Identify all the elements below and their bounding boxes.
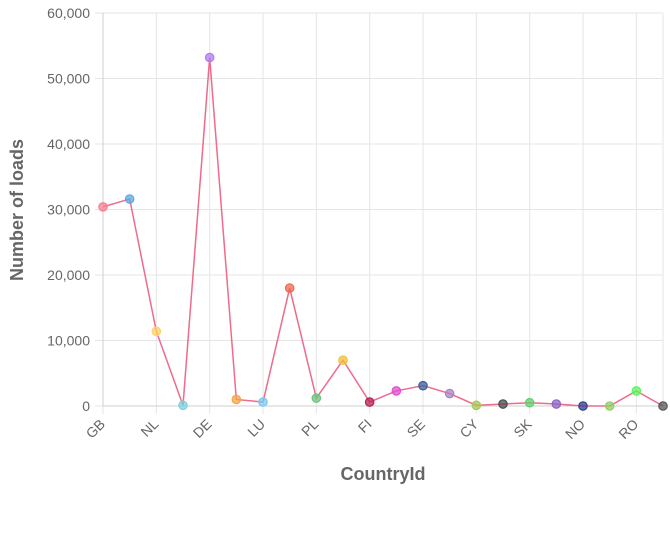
x-tick-label: NL [137,416,161,440]
x-tick-label: CY [456,415,482,441]
data-point[interactable] [311,393,322,403]
data-point[interactable] [258,397,268,407]
y-tick-label: 60,000 [47,5,90,21]
data-point[interactable] [338,355,348,365]
data-point[interactable] [444,388,455,399]
x-axis-ticks: GB NL DE LU PL FI SE CY SK NO RO [82,415,641,442]
series-group [98,52,668,411]
data-point[interactable] [631,386,642,396]
x-tick-label: GB [82,416,108,442]
y-tick-label: 10,000 [47,333,90,349]
data-point[interactable] [178,400,188,411]
x-tick-label: SK [510,415,535,440]
x-axis-title: CountryId [341,464,426,484]
x-tick-label: NO [562,416,588,442]
data-point[interactable] [551,399,562,409]
y-tick-label: 40,000 [47,136,90,152]
data-point[interactable] [124,194,135,204]
data-point[interactable] [471,400,482,411]
y-axis-title: Number of loads [7,139,27,281]
data-point[interactable] [498,399,508,409]
series-line [102,57,664,407]
data-point[interactable] [231,394,242,405]
data-point[interactable] [98,202,108,212]
x-tick-label: DE [190,416,215,441]
x-tick-label: SE [404,416,429,441]
y-axis-ticks: 0 10,000 20,000 30,000 40,000 50,000 60,000 [47,5,90,414]
data-point[interactable] [418,380,428,391]
grid-lines [95,12,664,414]
data-point[interactable] [391,386,402,396]
data-point[interactable] [151,326,162,337]
data-point[interactable] [578,401,588,411]
y-tick-label: 30,000 [47,202,90,218]
y-tick-label: 50,000 [47,71,90,87]
y-tick-label: 0 [82,398,90,414]
data-point[interactable] [284,283,295,293]
data-point[interactable] [658,401,668,411]
y-tick-label: 20,000 [47,267,90,283]
x-tick-label: FI [355,416,375,436]
data-point[interactable] [604,401,615,411]
data-point[interactable] [524,397,535,408]
x-tick-label: RO [615,416,641,442]
data-point[interactable] [204,52,215,63]
x-tick-label: PL [298,416,322,440]
x-tick-label: LU [244,416,268,440]
data-point[interactable] [364,397,375,407]
